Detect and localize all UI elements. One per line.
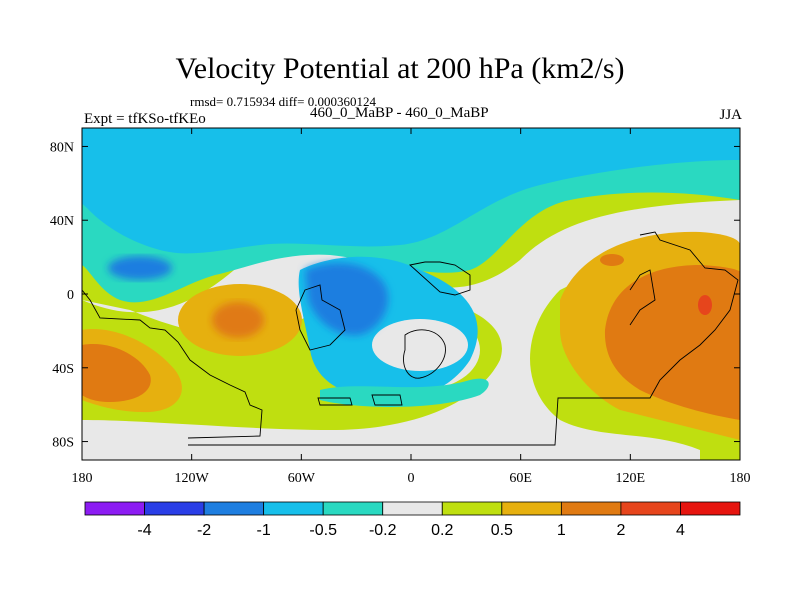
y-tick-label: 0 xyxy=(67,288,74,303)
colorbar-swatch xyxy=(84,501,145,516)
field-max-west-orange xyxy=(82,344,151,402)
colorbar-label: 2 xyxy=(616,522,625,539)
colorbar-swatch xyxy=(560,501,622,516)
colorbar-label: 0.5 xyxy=(491,522,513,539)
colorbar-swatch xyxy=(620,501,681,516)
comparison-label: 460_0_MaBP - 460_0_MaBP xyxy=(310,105,489,121)
coastlines xyxy=(82,231,739,446)
field-max-pacific-orange xyxy=(212,302,264,338)
colorbar: -4 -2 -1 -0.5 -0.2 0.2 0.5 1 2 4 xyxy=(84,501,741,539)
colorbar-label: 4 xyxy=(676,522,685,539)
x-tick-label: 60E xyxy=(509,471,532,486)
field-minimum-atlantic xyxy=(305,262,389,336)
coastline-island-a xyxy=(317,397,353,406)
coastline-south-america xyxy=(295,284,346,351)
experiment-label: Expt = tfKSo-tfKEo xyxy=(84,111,206,127)
x-tick-label: 180 xyxy=(72,471,93,486)
y-tick-label: 40N xyxy=(50,214,74,229)
x-tick-label: 180 xyxy=(730,471,751,486)
colorbar-label: -2 xyxy=(197,522,211,539)
colorbar-swatch xyxy=(441,501,503,516)
coastline-africa xyxy=(403,329,446,379)
season-label: JJA xyxy=(719,107,742,123)
x-axis: 180 120W 60W 0 60E 120E 180 xyxy=(72,128,751,486)
x-tick-label: 120E xyxy=(616,471,646,486)
colorbar-label: -0.2 xyxy=(369,522,397,539)
x-tick-label: 60W xyxy=(288,471,316,486)
coastline-asia-antarctica xyxy=(188,231,739,446)
colorbar-swatch xyxy=(680,501,741,516)
field-max-small xyxy=(600,254,624,266)
field-peak-red xyxy=(698,295,712,315)
colorbar-swatch xyxy=(382,501,443,516)
coastline-europe xyxy=(409,261,471,296)
coastline-island-b xyxy=(371,394,403,406)
coastline-americas xyxy=(82,289,263,439)
y-tick-label: 80S xyxy=(52,436,74,451)
field-grey-atlantic xyxy=(372,319,468,371)
y-axis: 80N 40N 0 40S 80S xyxy=(50,140,740,451)
x-tick-label: 0 xyxy=(408,471,415,486)
colorbar-swatch xyxy=(203,501,265,516)
colorbar-swatch xyxy=(263,501,324,516)
colorbar-label: -0.5 xyxy=(309,522,337,539)
colorbar-label: 1 xyxy=(557,522,566,539)
contour-field xyxy=(82,128,740,460)
field-teal-south xyxy=(320,378,489,407)
rmsd-label: rmsd= 0.715934 diff= 0.000360124 xyxy=(190,94,376,109)
field-minimum-pacific xyxy=(108,256,172,280)
colorbar-label: -1 xyxy=(257,522,271,539)
y-tick-label: 40S xyxy=(52,362,74,377)
x-tick-label: 120W xyxy=(175,471,210,486)
y-tick-label: 80N xyxy=(50,140,74,155)
colorbar-swatch xyxy=(322,501,384,516)
colorbar-swatch xyxy=(501,501,562,516)
chart-title: Velocity Potential at 200 hPa (km2/s) xyxy=(175,52,625,85)
colorbar-swatch xyxy=(144,501,205,516)
field-cyan-north xyxy=(82,128,740,254)
colorbar-label: -4 xyxy=(137,522,151,539)
colorbar-label: 0.2 xyxy=(431,522,453,539)
